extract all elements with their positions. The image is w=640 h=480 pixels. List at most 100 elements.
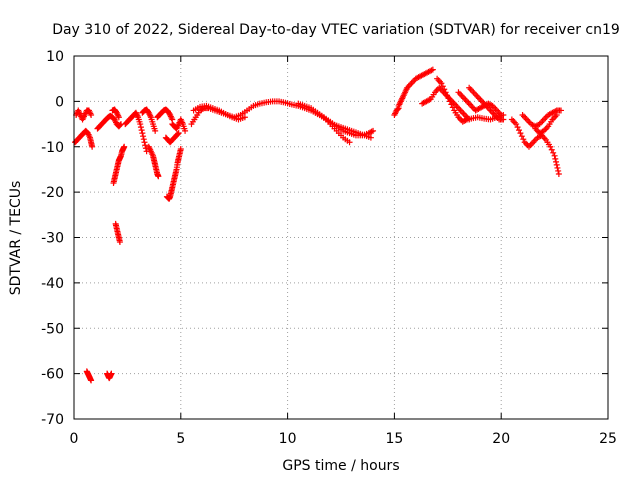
data-point [395,105,402,112]
series-arc-day [188,98,377,139]
data-point [444,92,451,99]
data-point [367,134,374,141]
series-arc-late-c [532,111,560,137]
series-arc-night-a [395,66,436,109]
data-point [137,121,144,128]
data-point [89,143,96,150]
data-point [155,173,162,180]
data-point [553,111,560,118]
x-tick-label: 15 [385,431,403,447]
data-point [139,130,146,137]
data-point [513,121,520,128]
data-point [555,167,562,174]
y-tick-label: -70 [41,412,64,428]
data-point [117,121,124,128]
data-point [137,124,144,131]
data-point [116,239,123,246]
data-point [448,101,455,108]
data-point [553,158,560,165]
series-arc-day-b [190,102,248,123]
x-tick-label: 20 [492,431,510,447]
x-tick-label: 10 [279,431,297,447]
x-tick-label: 25 [599,431,617,447]
axis-ticks: 0 5 10 15 20 25 10 0 -10 -20 -30 -40 -50 -60 -70 [41,49,617,447]
data-point [140,133,147,140]
series-arc-low-b [104,370,115,382]
grid-lines [74,56,608,419]
y-tick-label: -10 [41,140,64,156]
data-point [514,124,521,131]
data-points [72,66,565,384]
series-arc-early-c [94,112,124,132]
data-point [500,111,507,118]
data-point [241,114,248,121]
data-point [547,143,554,150]
data-point [182,127,189,134]
series-arc-mid-f [169,116,189,134]
data-point [174,130,181,137]
data-point [446,98,453,105]
series-arc-mid-c [145,143,162,180]
data-point [553,161,560,168]
data-point [552,155,559,162]
series-arc-low-a [83,368,95,384]
data-point [517,130,524,137]
series-arc-plunge [163,146,184,202]
series-arc-night-b [391,105,402,118]
data-point [449,104,456,111]
chart-title: Day 310 of 2022, Sidereal Day-to-day VTE… [52,22,620,38]
y-axis-label: SDTVAR / TECUs [8,181,24,296]
data-point [140,136,147,143]
data-point [346,139,353,146]
data-point [370,127,377,134]
x-tick-label: 5 [176,431,185,447]
data-point [439,83,446,90]
series-arc-mid-d [154,106,176,123]
data-point [138,127,145,134]
data-point [121,143,128,150]
data-point [177,146,184,153]
y-tick-label: -30 [41,231,64,247]
series-arc-early-a [73,107,95,123]
series-arc-drop-b [112,220,123,246]
series-arc-late-b [519,107,565,130]
series-arc-mid-e [162,130,182,146]
y-tick-label: 10 [46,49,64,65]
x-axis-label: GPS time / hours [282,458,399,474]
data-point [88,111,95,118]
data-point [550,149,557,156]
y-tick-label: -60 [41,367,64,383]
series-arc-day-c [316,111,374,141]
series-arc-mid-b [139,106,159,134]
data-point [108,370,115,377]
series-arc-night-d [434,75,471,125]
data-point [555,170,562,177]
data-point [548,146,555,153]
y-tick-label: -20 [41,185,64,201]
data-point [520,136,527,143]
plot-frame [73,55,609,420]
data-point [175,130,182,137]
y-tick-label: -40 [41,276,64,292]
data-point [115,114,122,121]
data-point [429,66,436,73]
series-arc-mid-a [122,109,150,155]
data-point [551,152,558,159]
data-point [142,142,149,149]
data-point [394,105,401,112]
series-arc-early-b [72,127,96,150]
data-point [438,80,445,87]
series-arc-day-d [295,100,353,146]
x-tick-label: 0 [70,431,79,447]
data-point [152,127,159,134]
data-point [442,89,449,96]
y-tick-label: -50 [41,321,64,337]
data-point [518,133,525,140]
data-point [141,139,148,146]
data-point [445,95,452,102]
data-point [554,164,561,171]
data-point [516,127,522,134]
series-arc-night-g [461,111,507,123]
y-tick-label: 0 [55,94,64,110]
